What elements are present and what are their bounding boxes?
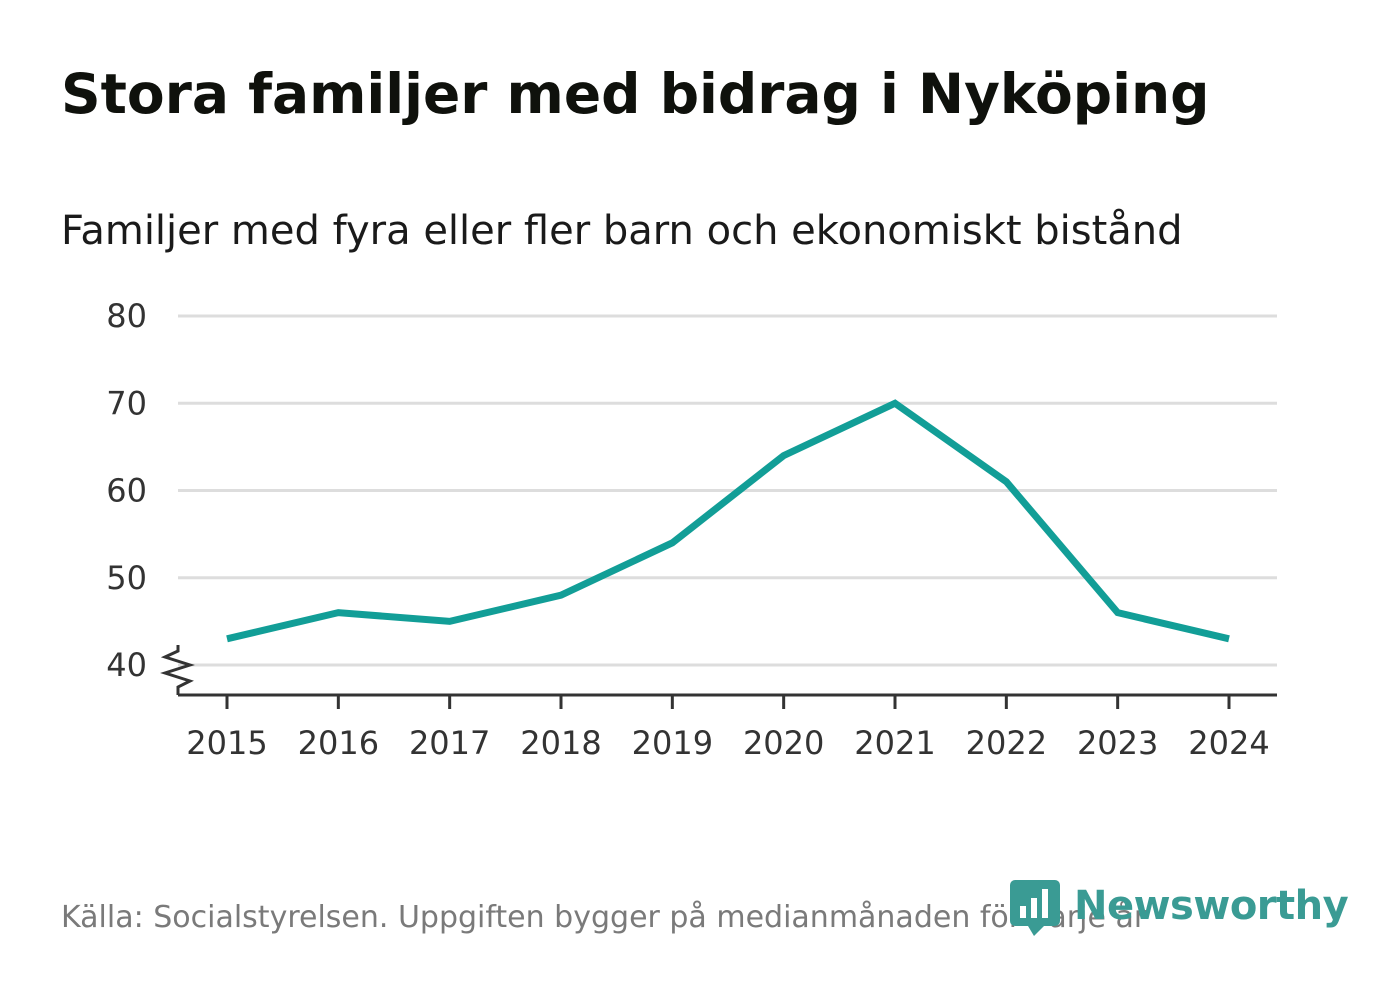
x-tick-label: 2016 bbox=[298, 724, 379, 762]
y-tick-label: 70 bbox=[106, 384, 147, 422]
x-tick-label: 2017 bbox=[409, 724, 490, 762]
line-chart: 40 50 60 70 80 2015 2016 2017 2018 2019 2020 2021 20… bbox=[106, 297, 1277, 762]
x-tick-label: 2021 bbox=[854, 724, 935, 762]
x-tick-label: 2023 bbox=[1077, 724, 1158, 762]
axis-break-icon bbox=[160, 645, 195, 695]
source-note: Källa: Socialstyrelsen. Uppgiften bygger… bbox=[61, 900, 1147, 935]
newsworthy-logo: Newsworthy bbox=[1010, 876, 1349, 936]
x-tick-label: 2020 bbox=[743, 724, 824, 762]
x-tick-label: 2019 bbox=[632, 724, 713, 762]
bar-chart-bubble-icon bbox=[1010, 880, 1060, 936]
y-tick-label: 60 bbox=[106, 472, 147, 510]
x-tick-label: 2024 bbox=[1188, 724, 1269, 762]
series-line bbox=[226, 399, 1230, 643]
x-tick-label: 2015 bbox=[186, 724, 267, 762]
logo-text: Newsworthy bbox=[1074, 883, 1349, 929]
x-tick-label: 2018 bbox=[520, 724, 601, 762]
y-tick-label: 40 bbox=[106, 646, 147, 684]
chart-title: Stora familjer med bidrag i Nyköping bbox=[61, 62, 1210, 126]
chart-subtitle: Familjer med fyra eller fler barn och ek… bbox=[61, 208, 1183, 254]
y-tick-label: 80 bbox=[106, 297, 147, 335]
x-tick-label: 2022 bbox=[966, 724, 1047, 762]
y-tick-label: 50 bbox=[106, 559, 147, 597]
